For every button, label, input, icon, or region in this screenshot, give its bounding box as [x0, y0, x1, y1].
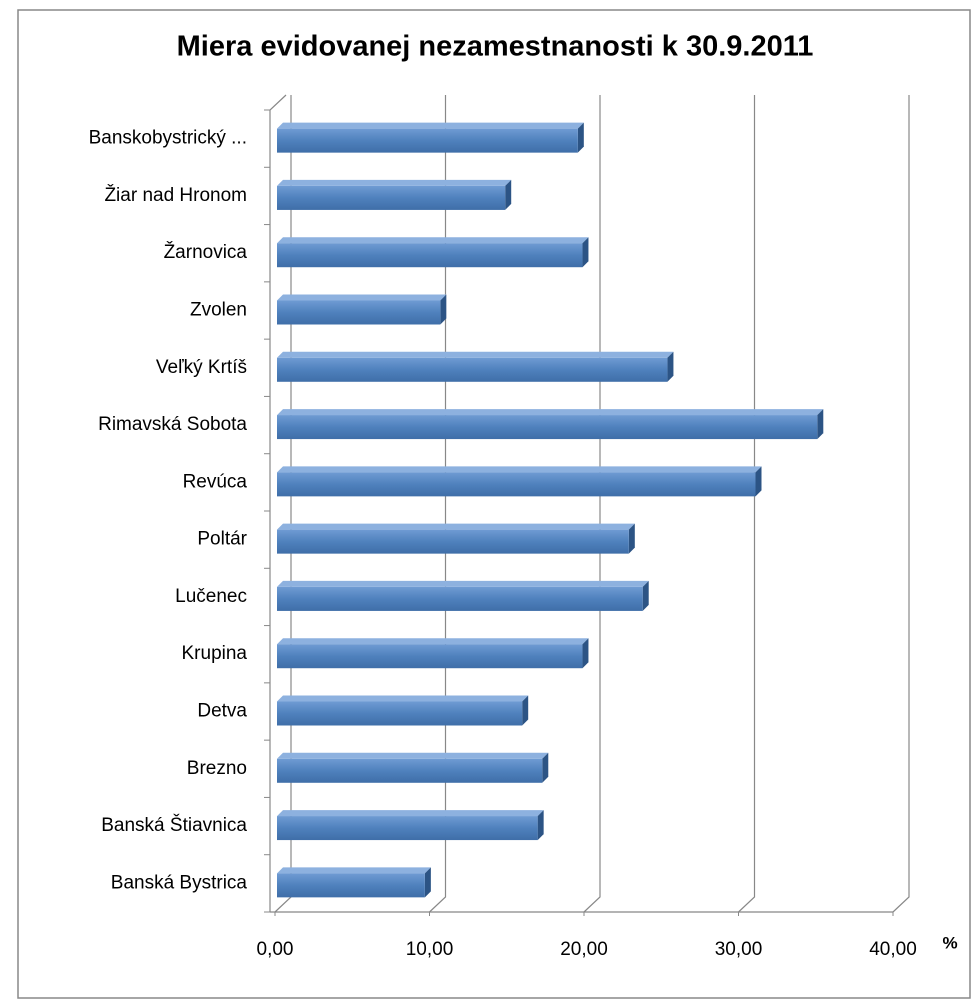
- bar-side: [667, 351, 674, 382]
- x-tick-label: 0,00: [257, 939, 294, 960]
- bar-side: [817, 409, 824, 440]
- y-tick-label: Žarnovica: [164, 241, 248, 263]
- y-tick-label: Rimavská Sobota: [98, 414, 247, 435]
- y-tick-label: Žiar nad Hronom: [104, 184, 247, 206]
- bar: [277, 586, 643, 611]
- x-unit: %: [942, 933, 957, 952]
- y-tick-label: Banská Štiavnica: [101, 814, 247, 836]
- y-tick-label: Poltár: [197, 529, 247, 550]
- bar: [277, 529, 629, 554]
- bar: [277, 243, 583, 268]
- x-tick-label: 40,00: [869, 939, 917, 960]
- y-tick-label: Lučenec: [175, 586, 247, 607]
- chart-title: Miera evidovanej nezamestnanosti k 30.9.…: [177, 31, 814, 63]
- x-tick-label: 10,00: [406, 939, 454, 960]
- bar: [277, 357, 668, 382]
- bar-side: [537, 810, 544, 841]
- y-tick-label: Banskobystrický ...: [89, 128, 247, 149]
- bar-top: [277, 580, 649, 587]
- bar-side: [505, 179, 512, 210]
- y-tick-label: Zvolen: [190, 300, 247, 321]
- bar-top: [277, 351, 674, 358]
- bar-top: [277, 752, 549, 759]
- bar-side: [628, 523, 635, 554]
- y-tick-label: Revúca: [183, 471, 248, 492]
- bar-top: [277, 523, 635, 530]
- bar: [277, 644, 583, 669]
- bar-side: [542, 752, 549, 783]
- bar-side: [642, 580, 649, 611]
- bar: [277, 816, 538, 841]
- bar-side: [522, 695, 529, 726]
- bar-top: [277, 810, 544, 817]
- bar-side: [582, 237, 589, 268]
- bar-side: [424, 867, 431, 898]
- grid-line: [738, 95, 756, 913]
- bar: [277, 128, 578, 153]
- x-tick-label: 20,00: [560, 939, 608, 960]
- bar-top: [277, 294, 447, 301]
- bar-top: [277, 695, 529, 702]
- bar-top: [277, 122, 584, 129]
- bar: [277, 758, 543, 783]
- bar-top: [277, 466, 762, 473]
- y-tick-label: Detva: [197, 701, 247, 722]
- chart-frame: [17, 9, 971, 999]
- bar-side: [440, 294, 447, 325]
- bar-top: [277, 237, 589, 244]
- bar-side: [582, 638, 589, 669]
- bar-top: [277, 638, 589, 645]
- bar-side: [755, 466, 762, 497]
- bar-side: [577, 122, 584, 153]
- grid-line: [892, 95, 910, 913]
- bar: [277, 472, 756, 497]
- bar: [277, 701, 523, 726]
- y-tick-label: Banská Bystrica: [111, 872, 248, 893]
- bar: [277, 873, 425, 898]
- y-tick-label: Brezno: [187, 758, 247, 779]
- bar: [277, 185, 506, 210]
- bar-top: [277, 867, 431, 874]
- bar-top: [277, 409, 824, 416]
- bar: [277, 300, 441, 325]
- x-tick-label: 30,00: [715, 939, 763, 960]
- bar: [277, 415, 818, 440]
- bar-top: [277, 179, 512, 186]
- y-tick-label: Veľký Krtíš: [156, 357, 247, 378]
- y-tick-label: Krupina: [182, 643, 248, 664]
